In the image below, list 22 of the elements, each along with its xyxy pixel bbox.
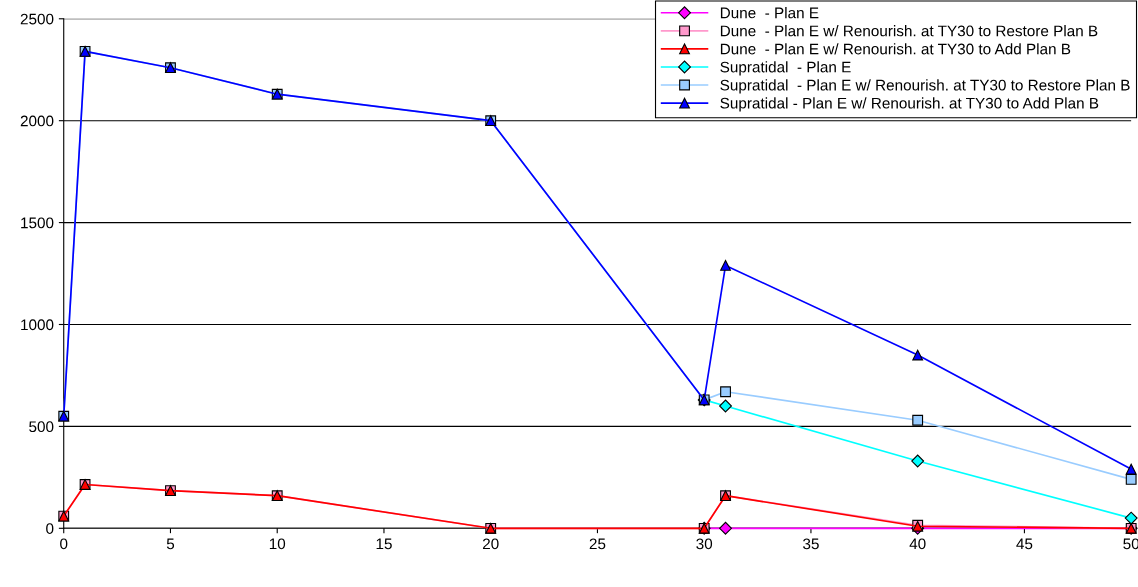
y-tick-label: 2000 [20,115,54,127]
y-tick-label: 500 [29,421,54,433]
y-tick-label: 1000 [21,319,54,331]
y-tick-label: 0 [46,523,54,534]
x-tick-label: 25 [589,538,606,550]
x-tick-label: 35 [803,538,819,550]
y-tick-label: 1500 [21,217,54,229]
x-tick-label: 0 [60,538,68,550]
legend-label: Supratidal - Plan E w/ Renourish. at TY30 to Add Plan B [720,97,1099,112]
legend-label: Dune - Plan E w/ Renourish. at TY30 to Add Plan B [720,43,1071,55]
x-tick-label: 45 [1016,538,1033,550]
x-tick-label: 40 [909,538,926,550]
x-tick-label: 5 [166,538,175,550]
y-tick-label: 2500 [20,13,54,25]
legend-label: Dune - Plan E w/ Renourish. at TY30 to Restore Plan B [720,25,1098,37]
legend-label: Supratidal - Plan E [720,61,851,76]
x-tick-label: 15 [376,538,392,550]
x-tick-label: 30 [696,538,713,550]
legend-label: Dune - Plan E [720,7,819,19]
legend-label: Supratidal - Plan E w/ Renourish. at TY30 to Restore Plan B [720,79,1130,94]
x-tick-label: 10 [269,538,286,550]
x-tick-label: 20 [482,538,499,550]
